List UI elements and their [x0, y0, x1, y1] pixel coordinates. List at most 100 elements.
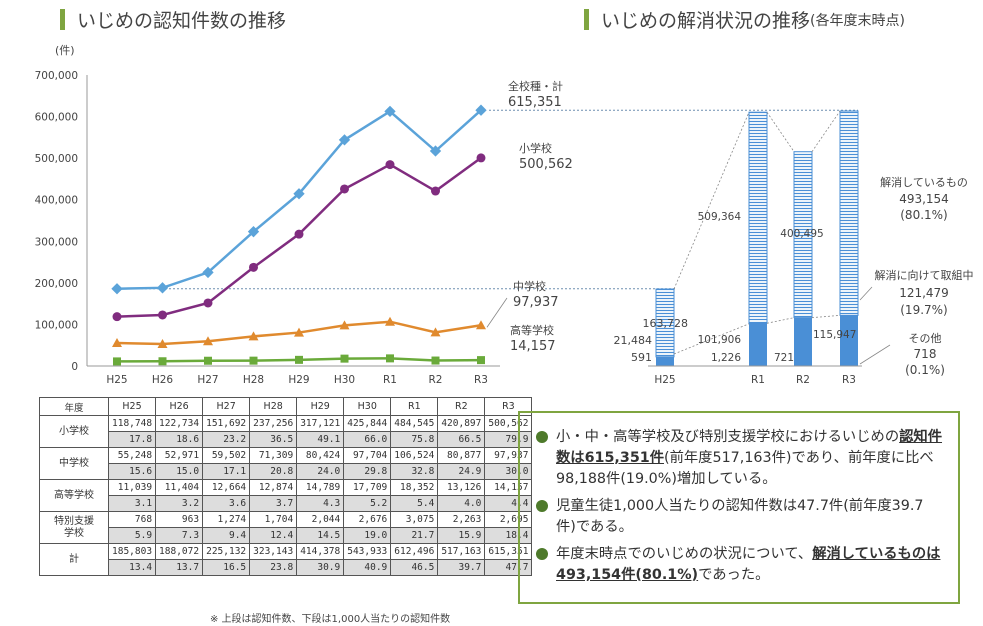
summary-b3-pre: 年度末時点でのいじめの状況について、 [556, 546, 813, 562]
data-point [204, 356, 212, 365]
table-count-cell: 80,877 [437, 447, 486, 464]
y-tick-label: 0 [71, 361, 78, 373]
table-rate-cell: 13.7 [155, 559, 204, 576]
bar-link-line [766, 111, 795, 152]
y-tick-label: 200,000 [35, 278, 78, 290]
y-tick-label: 700,000 [35, 70, 78, 82]
data-point [340, 184, 349, 194]
table-count-cell: 52,971 [155, 447, 204, 464]
summary-b3-post: であった。 [698, 567, 770, 583]
table-count-cell: 2,263 [437, 511, 486, 528]
bar-category-label: R1 [751, 374, 765, 386]
table-rate-cell: 3.1 [107, 495, 157, 512]
table-row: 3.1 3.2 3.6 3.7 4.3 5.2 5.4 4.0 4.4 [40, 495, 533, 512]
summary-bullet-3: 年度末時点でのいじめの状況について、解消しているものは493,154件(80.1… [536, 544, 942, 586]
data-point [430, 327, 441, 337]
table-rate-cell: 49.1 [296, 431, 345, 448]
bullet-dot-icon [536, 431, 548, 443]
table-rate-cell: 5.4 [390, 495, 439, 512]
summary-b1-post: (前年度517,163件)であり、前年度に比べ98,188件(19.0%)増加し… [556, 450, 934, 487]
table-count-cell: 414,378 [296, 543, 345, 560]
bar-category-label: R3 [842, 374, 856, 386]
bar-link-line [811, 314, 841, 319]
data-point [429, 145, 442, 157]
table-rate-cell: 66.0 [343, 431, 392, 448]
x-tick-label: H25 [106, 374, 127, 386]
x-tick-label: R2 [429, 374, 443, 386]
table-rate-cell: 4.0 [437, 495, 486, 512]
table-count-cell: 80,424 [296, 447, 345, 464]
label-leader-line [859, 344, 891, 365]
table-rate-cell: 15.9 [437, 527, 486, 544]
table-rate-cell: 15.0 [155, 463, 204, 480]
x-tick-label: H28 [243, 374, 264, 386]
table-count-cell: 18,352 [390, 479, 439, 496]
table-count-cell: 188,072 [155, 543, 204, 560]
table-header-cell: R2 [437, 397, 486, 416]
table-rate-cell: 23.2 [202, 431, 251, 448]
table-row: 小学校 118,748 122,734 151,692 237,256 317,121 42… [39, 415, 533, 448]
table-count-cell: 59,502 [202, 447, 251, 464]
heading-accent-bar [584, 9, 589, 30]
data-point [112, 312, 122, 322]
data-point [112, 338, 122, 348]
table-rate-cell: 21.7 [390, 527, 439, 544]
table-rate-cell: 5.2 [343, 495, 392, 512]
series-value-label: 14,157 [510, 339, 556, 354]
table-rate-cell: 17.1 [202, 463, 251, 480]
data-point [249, 356, 258, 365]
data-point [431, 186, 440, 196]
table-rate-cell: 3.6 [202, 495, 251, 512]
table-count-cell: 12,874 [249, 479, 298, 496]
data-point [203, 336, 213, 346]
table-count-cell: 11,404 [155, 479, 204, 496]
data-point [431, 356, 440, 365]
data-point [248, 331, 259, 341]
bullet-dot-icon [536, 500, 548, 512]
summary-b2: 児童生徒1,000人当たりの認知件数は47.7件(前年度39.7件)である。 [556, 498, 924, 535]
data-point [156, 282, 169, 294]
table-row-category: 中学校 [39, 447, 109, 480]
data-point [339, 320, 350, 330]
table-count-cell: 3,075 [390, 511, 439, 528]
table-rate-cell: 66.5 [437, 431, 486, 448]
table-count-cell: 55,248 [107, 447, 157, 464]
legend-resolved-value: 493,154 [899, 192, 949, 206]
y-tick-label: 300,000 [35, 236, 78, 248]
x-tick-label: H29 [288, 374, 309, 386]
table-rate-cell: 20.8 [249, 463, 298, 480]
data-point [158, 310, 167, 320]
right-chart-subtitle: (各年度末時点) [810, 12, 905, 29]
data-point [476, 153, 486, 163]
bar-value-label: 101,906 [698, 334, 742, 346]
bar-value-label: 115,947 [813, 329, 856, 341]
x-tick-label: R1 [383, 374, 397, 386]
table-header-cell: H30 [343, 397, 392, 416]
label-leader-line [859, 286, 873, 301]
table-rate-cell: 47.7 [484, 559, 533, 576]
table-count-cell: 97,704 [343, 447, 392, 464]
y-axis-unit: (件) [55, 44, 75, 57]
table-rate-cell: 30.0 [484, 463, 533, 480]
legend-progress-value: 121,479 [899, 286, 949, 300]
left-chart-title: いじめの認知件数の推移 [77, 10, 287, 32]
table-header-cell: H25 [107, 397, 157, 416]
table-header-cell: H26 [155, 397, 204, 416]
table-rate-cell: 4.3 [296, 495, 345, 512]
table-row-category: 小学校 [39, 415, 109, 448]
bar-value-label: 21,484 [614, 334, 653, 347]
table-rate-cell: 12.4 [249, 527, 298, 544]
summary-b1-pre: 小・中・高等学校及び特別支援学校におけるいじめの [556, 429, 900, 445]
bar-value-label: 721 [774, 352, 794, 364]
table-count-cell: 543,933 [343, 543, 392, 560]
legend-resolved-pct: (80.1%) [900, 208, 947, 222]
table-count-cell: 963 [155, 511, 204, 528]
table-count-cell: 425,844 [343, 415, 392, 432]
data-point [338, 134, 351, 146]
bar-value-label: 509,364 [698, 211, 742, 223]
summary-b1-bold: 認知件数は615,351件 [556, 429, 943, 466]
data-point [157, 338, 168, 348]
bar-category-label: H25 [654, 374, 675, 386]
bar-value-label: 163,728 [643, 317, 689, 330]
data-point [385, 160, 395, 170]
